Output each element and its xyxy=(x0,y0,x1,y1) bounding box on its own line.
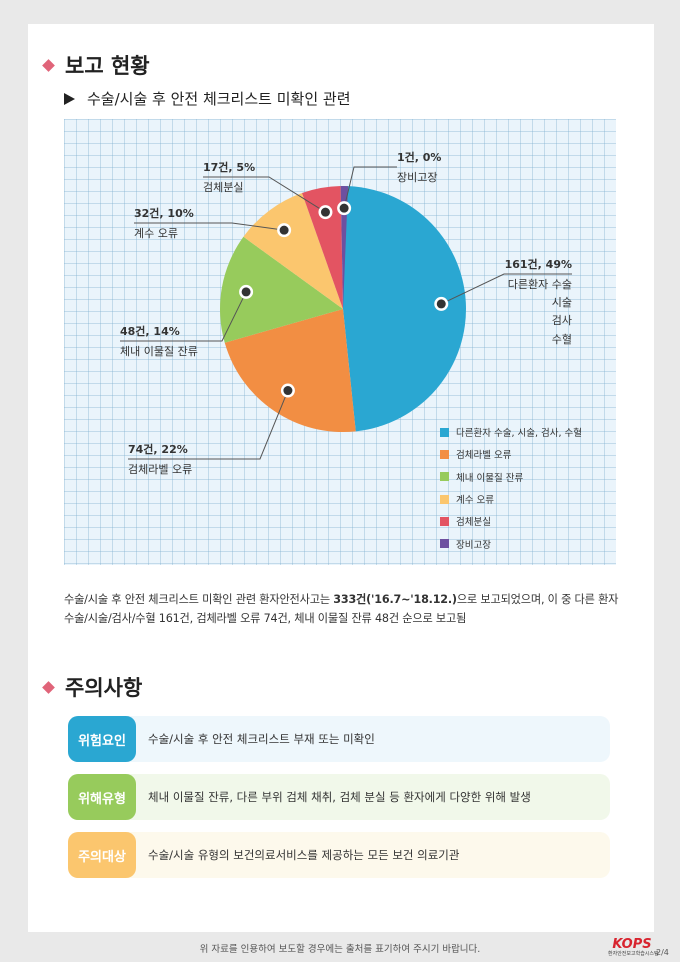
caution-row-target: 주의대상 수술/시술 유형의 보건의료서비스를 제공하는 모든 보건 의료기관 xyxy=(68,832,610,878)
legend-swatch xyxy=(440,449,449,459)
legend-item: 계수 오류 xyxy=(440,488,582,510)
chart-subtitle-text: 수술/시술 후 안전 체크리스트 미확인 관련 xyxy=(87,90,351,108)
caution-section-title: 주의사항 xyxy=(42,672,143,702)
summary-paragraph: 수술/시술 후 안전 체크리스트 미확인 관련 환자안전사고는 333건('16… xyxy=(64,590,624,628)
legend-swatch xyxy=(440,539,449,549)
summary-total: 333건('16.7~'18.12.) xyxy=(333,593,457,606)
chart-legend: 다른환자 수술, 시술, 검사, 수혈 검체라벨 오류 체내 이물질 잔류 계수… xyxy=(440,421,582,555)
summary-text-1: 수술/시술 후 안전 체크리스트 미확인 관련 환자안전사고는 xyxy=(64,593,334,606)
caution-tag: 위험요인 xyxy=(68,716,136,762)
report-title-text: 보고 현황 xyxy=(65,54,150,78)
leader-line xyxy=(203,176,326,213)
legend-label: 장비고장 xyxy=(456,539,491,551)
callout-dot xyxy=(241,287,251,297)
chart-subtitle: 수술/시술 후 안전 체크리스트 미확인 관련 xyxy=(64,88,351,109)
legend-swatch xyxy=(440,516,449,526)
callout-dot xyxy=(279,225,289,235)
summary-text-2: 으로 보고되었으며, 이 중 다른 환자 수술/시술/검사/수혈 161건, 검… xyxy=(64,593,619,625)
legend-item: 검체분실 xyxy=(440,510,582,532)
label-name-s0-line2: 시술 xyxy=(552,296,572,309)
diamond-bullet-icon xyxy=(42,680,55,694)
pie-slice xyxy=(220,236,343,343)
legend-swatch xyxy=(440,472,449,482)
logo-text: KOPS xyxy=(612,937,652,952)
logo-subtext: 환자안전보고학습시스템 xyxy=(608,951,659,957)
legend-item: 장비고장 xyxy=(440,532,582,554)
caution-tag: 주의대상 xyxy=(68,832,136,878)
legend-label: 검체라벨 오류 xyxy=(456,450,512,462)
legend-swatch xyxy=(440,427,449,437)
caution-tag: 위해유형 xyxy=(68,774,136,820)
label-name-s0-line3: 검사 xyxy=(552,314,572,327)
label-value-s1: 74건, 22% xyxy=(128,442,188,456)
legend-item: 다른환자 수술, 시술, 검사, 수혈 xyxy=(440,421,582,443)
leader-line xyxy=(128,390,289,460)
footer-notice: 위 자료를 인용하여 보도할 경우에는 출처를 표기하여 주시기 바랍니다. xyxy=(199,944,481,955)
pie-chart-area: 161건, 49% 다른환자 수술 시술 검사 수혈 74건, 22% 검체라벨… xyxy=(64,119,616,565)
caution-text: 체내 이물질 잔류, 다른 부위 검체 채취, 검체 분실 등 환자에게 다양한… xyxy=(148,790,531,804)
label-name-s0-line4: 수혈 xyxy=(552,332,572,346)
label-value-s2: 48건, 14% xyxy=(120,324,180,338)
label-name-s5: 장비고장 xyxy=(397,171,437,184)
leader-line xyxy=(120,291,247,342)
callout-dot xyxy=(436,299,446,309)
pie-chart: 161건, 49% 다른환자 수술 시술 검사 수혈 74건, 22% 검체라벨… xyxy=(120,150,572,476)
diamond-bullet-icon xyxy=(42,58,55,72)
label-name-s0-line1: 다른환자 수술 xyxy=(508,278,572,291)
leader-line xyxy=(441,273,572,305)
caution-text: 수술/시술 유형의 보건의료서비스를 제공하는 모든 보건 의료기관 xyxy=(148,848,460,862)
leader-line xyxy=(134,222,285,231)
callout-dot xyxy=(320,207,330,217)
caution-title-text: 주의사항 xyxy=(65,676,143,700)
callout-dot xyxy=(283,386,293,396)
label-name-s4: 검체분실 xyxy=(203,181,243,194)
legend-label: 계수 오류 xyxy=(456,495,494,507)
label-name-s3: 계수 오류 xyxy=(134,227,178,240)
caution-text: 수술/시술 후 안전 체크리스트 부재 또는 미확인 xyxy=(148,732,375,746)
page-number: 2/4 xyxy=(656,948,669,957)
label-value-s4: 17건, 5% xyxy=(203,160,255,174)
label-value-s3: 32건, 10% xyxy=(134,206,194,220)
pie-slice xyxy=(343,186,466,432)
pie-slice xyxy=(243,193,343,309)
legend-item: 체내 이물질 잔류 xyxy=(440,466,582,488)
label-value-s5: 1건, 0% xyxy=(397,150,441,164)
leader-line xyxy=(343,166,397,209)
legend-swatch xyxy=(440,494,449,504)
legend-label: 다른환자 수술, 시술, 검사, 수혈 xyxy=(456,428,583,440)
kops-logo: KOPS 환자안전보고학습시스템 xyxy=(608,937,659,958)
label-name-s2: 체내 이물질 잔류 xyxy=(120,345,198,358)
pie-slice xyxy=(340,186,349,309)
pie-slice xyxy=(224,309,356,432)
legend-label: 체내 이물질 잔류 xyxy=(456,472,524,484)
report-section-title: 보고 현황 xyxy=(42,50,150,80)
pie-slice xyxy=(302,186,343,309)
caution-row-risk: 위험요인 수술/시술 후 안전 체크리스트 부재 또는 미확인 xyxy=(68,716,610,762)
label-value-s0: 161건, 49% xyxy=(505,257,572,271)
triangle-bullet-icon xyxy=(64,92,75,105)
caution-row-harm-type: 위해유형 체내 이물질 잔류, 다른 부위 검체 채취, 검체 분실 등 환자에… xyxy=(68,774,610,820)
callout-dot xyxy=(339,203,349,213)
legend-label: 검체분실 xyxy=(456,517,491,529)
legend-item: 검체라벨 오류 xyxy=(440,443,582,465)
label-name-s1: 검체라벨 오류 xyxy=(128,463,192,476)
